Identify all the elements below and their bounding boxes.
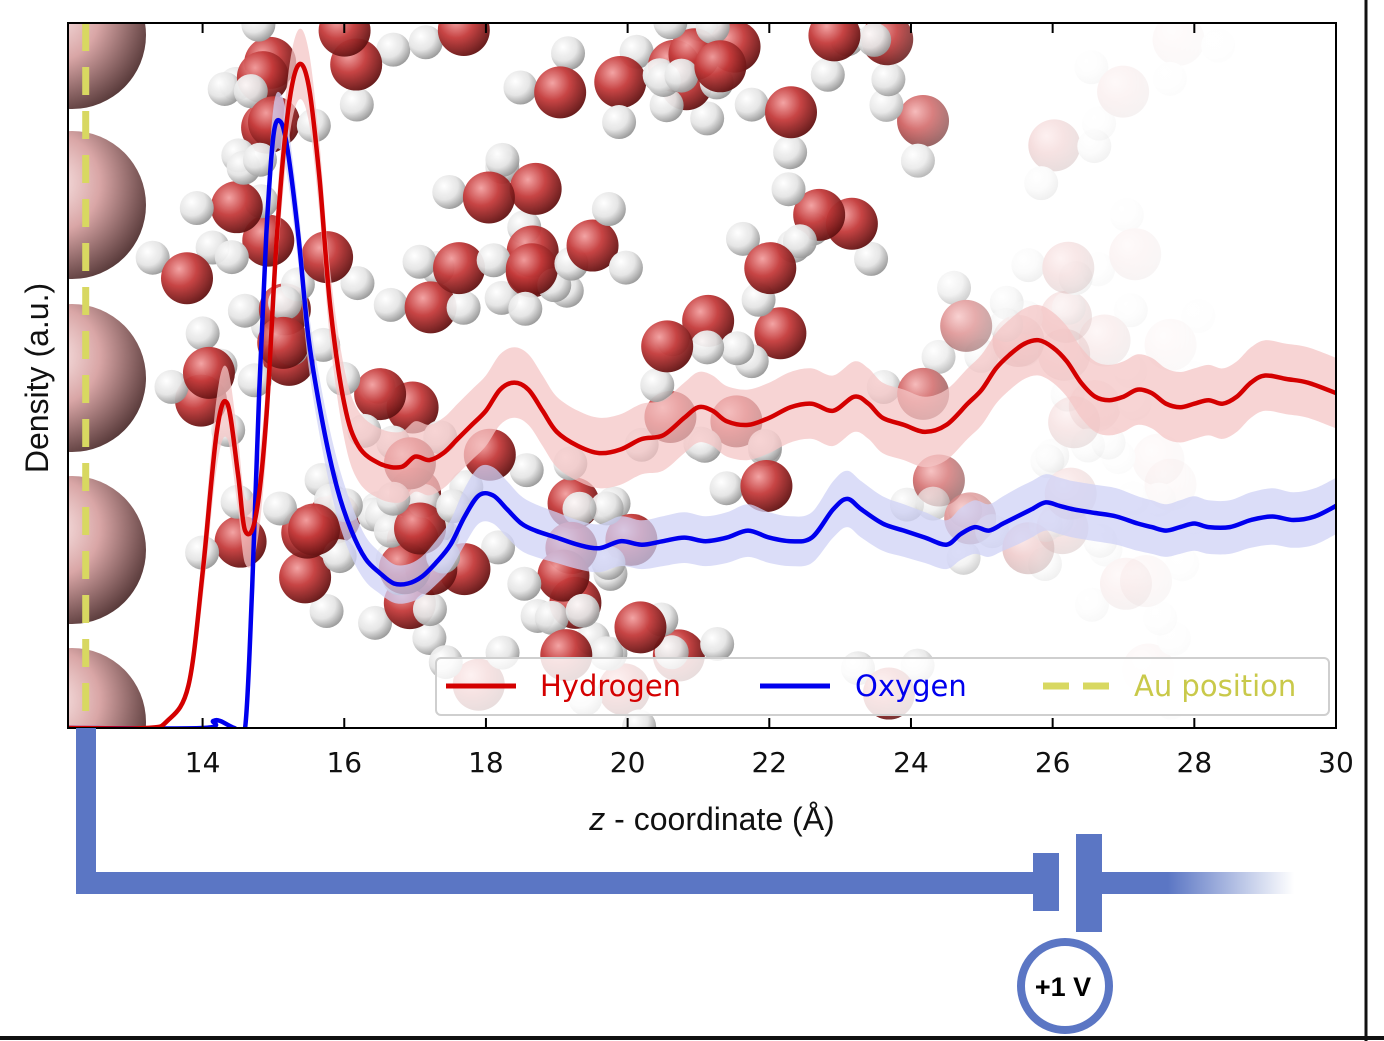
gold-atom [68, 23, 146, 109]
water-molecule [664, 23, 747, 93]
oxygen-density-line [68, 117, 1336, 728]
x-tick-label: 22 [751, 746, 787, 779]
circuit-wire-horizontal [76, 872, 1046, 894]
hydrogen-uncertainty-band [167, 28, 1336, 721]
water-molecule [135, 230, 230, 305]
water-molecule [408, 23, 490, 60]
x-axis-ticks: 14 16 18 20 22 24 26 28 30 [185, 23, 1354, 779]
water-molecule [640, 320, 725, 403]
plot-frame [67, 22, 1337, 729]
water-molecule [734, 86, 817, 170]
gold-atom [68, 131, 146, 279]
water-molecule [566, 192, 643, 285]
x-axis-title: z - coordinate (Å) [588, 801, 834, 837]
x-tick-label: 30 [1318, 746, 1354, 779]
legend: Hydrogen Oxygen Au position [435, 657, 1330, 716]
gold-atom [68, 648, 146, 728]
x-tick-label: 20 [610, 746, 646, 779]
voltage-label: +1 V [1035, 972, 1091, 1002]
capacitor-plate-left [1033, 853, 1059, 911]
water-molecule [432, 142, 520, 224]
water-molecule [734, 282, 807, 379]
y-axis-title: Density (a.u.) [19, 283, 55, 473]
x-tick-label: 28 [1177, 746, 1213, 779]
legend-box [435, 657, 1330, 716]
x-axis-title-rest: - coordinate (Å) [605, 801, 834, 837]
water-molecule [505, 243, 589, 326]
water-molecule [725, 221, 817, 295]
circuit-wire-vertical [76, 728, 96, 894]
water-molecule [154, 316, 235, 404]
x-tick-label: 14 [185, 746, 221, 779]
circuit: +1 V [76, 728, 1294, 1034]
x-tick-label: 16 [326, 746, 362, 779]
gold-atom [68, 476, 146, 624]
x-tick-label: 24 [893, 746, 929, 779]
water-molecule [330, 32, 411, 122]
capacitor-plate-right [1076, 834, 1102, 932]
x-tick-label: 26 [1035, 746, 1071, 779]
voltage-source-circle [1017, 938, 1113, 1034]
legend-label-hydrogen: Hydrogen [540, 669, 681, 703]
x-axis-title-variable: z [588, 801, 605, 837]
water-molecule [808, 23, 892, 92]
legend-label-oxygen: Oxygen [855, 669, 967, 703]
water-molecule [402, 242, 486, 325]
legend-label-au-position: Au position [1134, 669, 1296, 703]
water-molecule [503, 36, 587, 119]
hydrogen-density-line [68, 61, 1336, 728]
circuit-wire-right [1100, 872, 1294, 894]
x-tick-label: 18 [468, 746, 504, 779]
